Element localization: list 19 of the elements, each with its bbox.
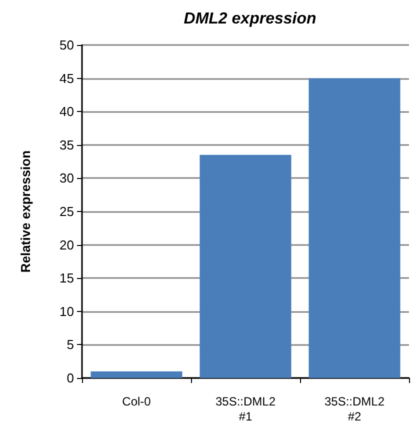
bar [90,371,182,378]
y-tick-label: 20 [60,237,74,252]
x-tick-label: 35S::DML2 #1 [215,394,276,424]
bar [308,78,400,378]
y-tick-label: 5 [66,337,74,352]
y-tick-label: 45 [60,70,74,86]
x-tick-label: Col-0 [122,394,152,408]
y-tick-label: 15 [60,270,74,286]
y-tick-label: 0 [66,370,74,386]
x-tick-label: 35S::DML2 #2 [324,394,385,424]
y-axis-title: Relative expression [18,150,33,273]
chart-title: DML2 expression [184,10,316,28]
y-tick-label: 40 [60,104,74,120]
y-tick-label: 50 [60,38,74,52]
y-tick-label: 25 [60,204,74,219]
y-tick-label: 10 [60,304,74,319]
bar [200,154,292,378]
y-tick-label: 35 [60,137,74,152]
y-tick-label: 30 [60,170,74,186]
